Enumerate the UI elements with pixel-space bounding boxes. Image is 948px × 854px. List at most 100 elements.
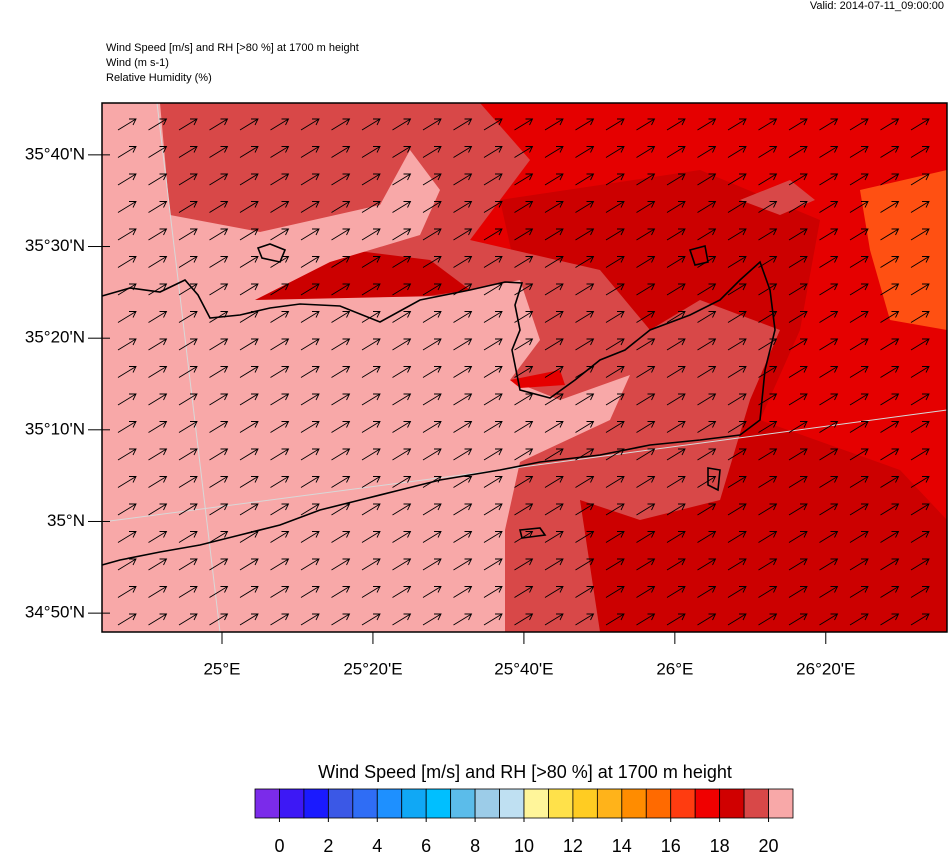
wind-arrow <box>422 476 442 488</box>
wind-arrow <box>300 503 320 516</box>
wind-arrow <box>270 503 290 516</box>
wind-arrow <box>575 118 595 131</box>
wind-arrow <box>544 613 564 626</box>
wind-arrow <box>575 503 595 516</box>
wind-arrow <box>544 421 564 433</box>
wind-arrow <box>270 558 290 571</box>
wind-arrow <box>636 311 656 323</box>
wind-arrow <box>697 366 717 378</box>
wind-arrow <box>392 283 412 296</box>
x-tick-label: 25°40'E <box>494 659 553 678</box>
y-tick-label: 35°N <box>47 511 85 530</box>
colorbar-label: 4 <box>372 836 382 854</box>
wind-arrow <box>148 201 168 213</box>
x-tick-label: 25°E <box>203 659 240 678</box>
wind-arrow <box>392 366 412 378</box>
wind-arrow <box>575 256 595 268</box>
wind-arrow <box>697 503 717 516</box>
wind-arrow <box>117 118 137 131</box>
wind-arrow <box>880 256 900 268</box>
wind-arrow <box>880 393 900 406</box>
wind-arrow <box>880 586 900 598</box>
wind-arrow <box>453 118 473 131</box>
wind-arrow <box>148 256 168 268</box>
wind-arrow <box>727 338 747 351</box>
wind-arrow <box>270 256 290 268</box>
wind-arrow <box>361 338 381 351</box>
wind-arrow <box>453 146 473 158</box>
wind-arrow <box>575 586 595 598</box>
wind-arrow <box>575 613 595 626</box>
wind-arrow <box>544 558 564 571</box>
wind-arrow <box>575 283 595 296</box>
wind-arrow <box>239 531 259 543</box>
wind-arrow <box>880 173 900 186</box>
wind-arrow <box>575 366 595 378</box>
wind-arrow <box>331 146 351 158</box>
wind-arrow <box>453 366 473 378</box>
wind-arrow <box>422 146 442 158</box>
wind-arrow <box>209 421 229 433</box>
wind-arrow <box>453 613 473 626</box>
wind-arrow <box>575 173 595 186</box>
wind-arrow <box>361 118 381 131</box>
wind-arrow <box>117 338 137 351</box>
wind-arrow <box>910 201 930 213</box>
wind-arrow <box>544 531 564 543</box>
colorbar-box <box>645 788 672 819</box>
wind-arrow <box>514 558 534 571</box>
wind-arrow <box>605 228 625 241</box>
wind-arrow <box>148 283 168 296</box>
wind-arrow <box>514 146 534 158</box>
wind-arrow <box>758 228 778 241</box>
wind-arrow <box>514 173 534 186</box>
wind-arrow <box>117 393 137 406</box>
wind-arrow <box>178 228 198 241</box>
wind-arrow <box>758 558 778 571</box>
wind-arrow <box>331 586 351 598</box>
wind-arrow <box>514 531 534 543</box>
wind-arrow <box>239 558 259 571</box>
wind-arrow <box>727 256 747 268</box>
wind-arrow <box>636 503 656 516</box>
wind-arrow <box>361 393 381 406</box>
wind-arrow <box>361 558 381 571</box>
wind-arrow <box>117 173 137 186</box>
wind-arrow <box>239 338 259 351</box>
header-line: Wind Speed [m/s] and RH [>80 %] at 1700 … <box>106 42 359 54</box>
wind-arrow <box>666 201 686 213</box>
wind-arrow <box>788 173 808 186</box>
colorbar-box <box>279 788 305 819</box>
wind-arrow <box>819 476 839 488</box>
wind-arrow <box>270 613 290 626</box>
wind-arrow <box>666 283 686 296</box>
wind-arrow <box>453 228 473 241</box>
wind-arrow <box>117 201 137 213</box>
wind-arrow <box>178 118 198 131</box>
wind-arrow <box>392 228 412 241</box>
wind-arrow <box>636 366 656 378</box>
colorbar-label: 0 <box>274 836 284 854</box>
wind-arrow <box>910 366 930 378</box>
wind-arrow <box>666 531 686 543</box>
colorbar-label: 16 <box>661 836 681 854</box>
wind-arrow <box>300 338 320 351</box>
wind-arrow <box>300 283 320 296</box>
wind-arrow <box>178 421 198 433</box>
wind-arrow <box>148 146 168 158</box>
wind-arrow <box>483 228 503 241</box>
wind-arrow <box>453 201 473 213</box>
wind-arrow <box>422 366 442 378</box>
wind-arrow <box>880 448 900 461</box>
wind-arrow <box>239 586 259 598</box>
wind-arrow <box>361 146 381 158</box>
wind-arrow <box>422 393 442 406</box>
wind-arrow <box>758 311 778 323</box>
wind-arrow <box>300 531 320 543</box>
wind-arrow <box>514 503 534 516</box>
wind-arrow <box>483 476 503 488</box>
colorbar-box <box>523 788 549 819</box>
wind-arrow <box>148 366 168 378</box>
wind-arrow <box>422 586 442 598</box>
wind-arrow <box>788 613 808 626</box>
